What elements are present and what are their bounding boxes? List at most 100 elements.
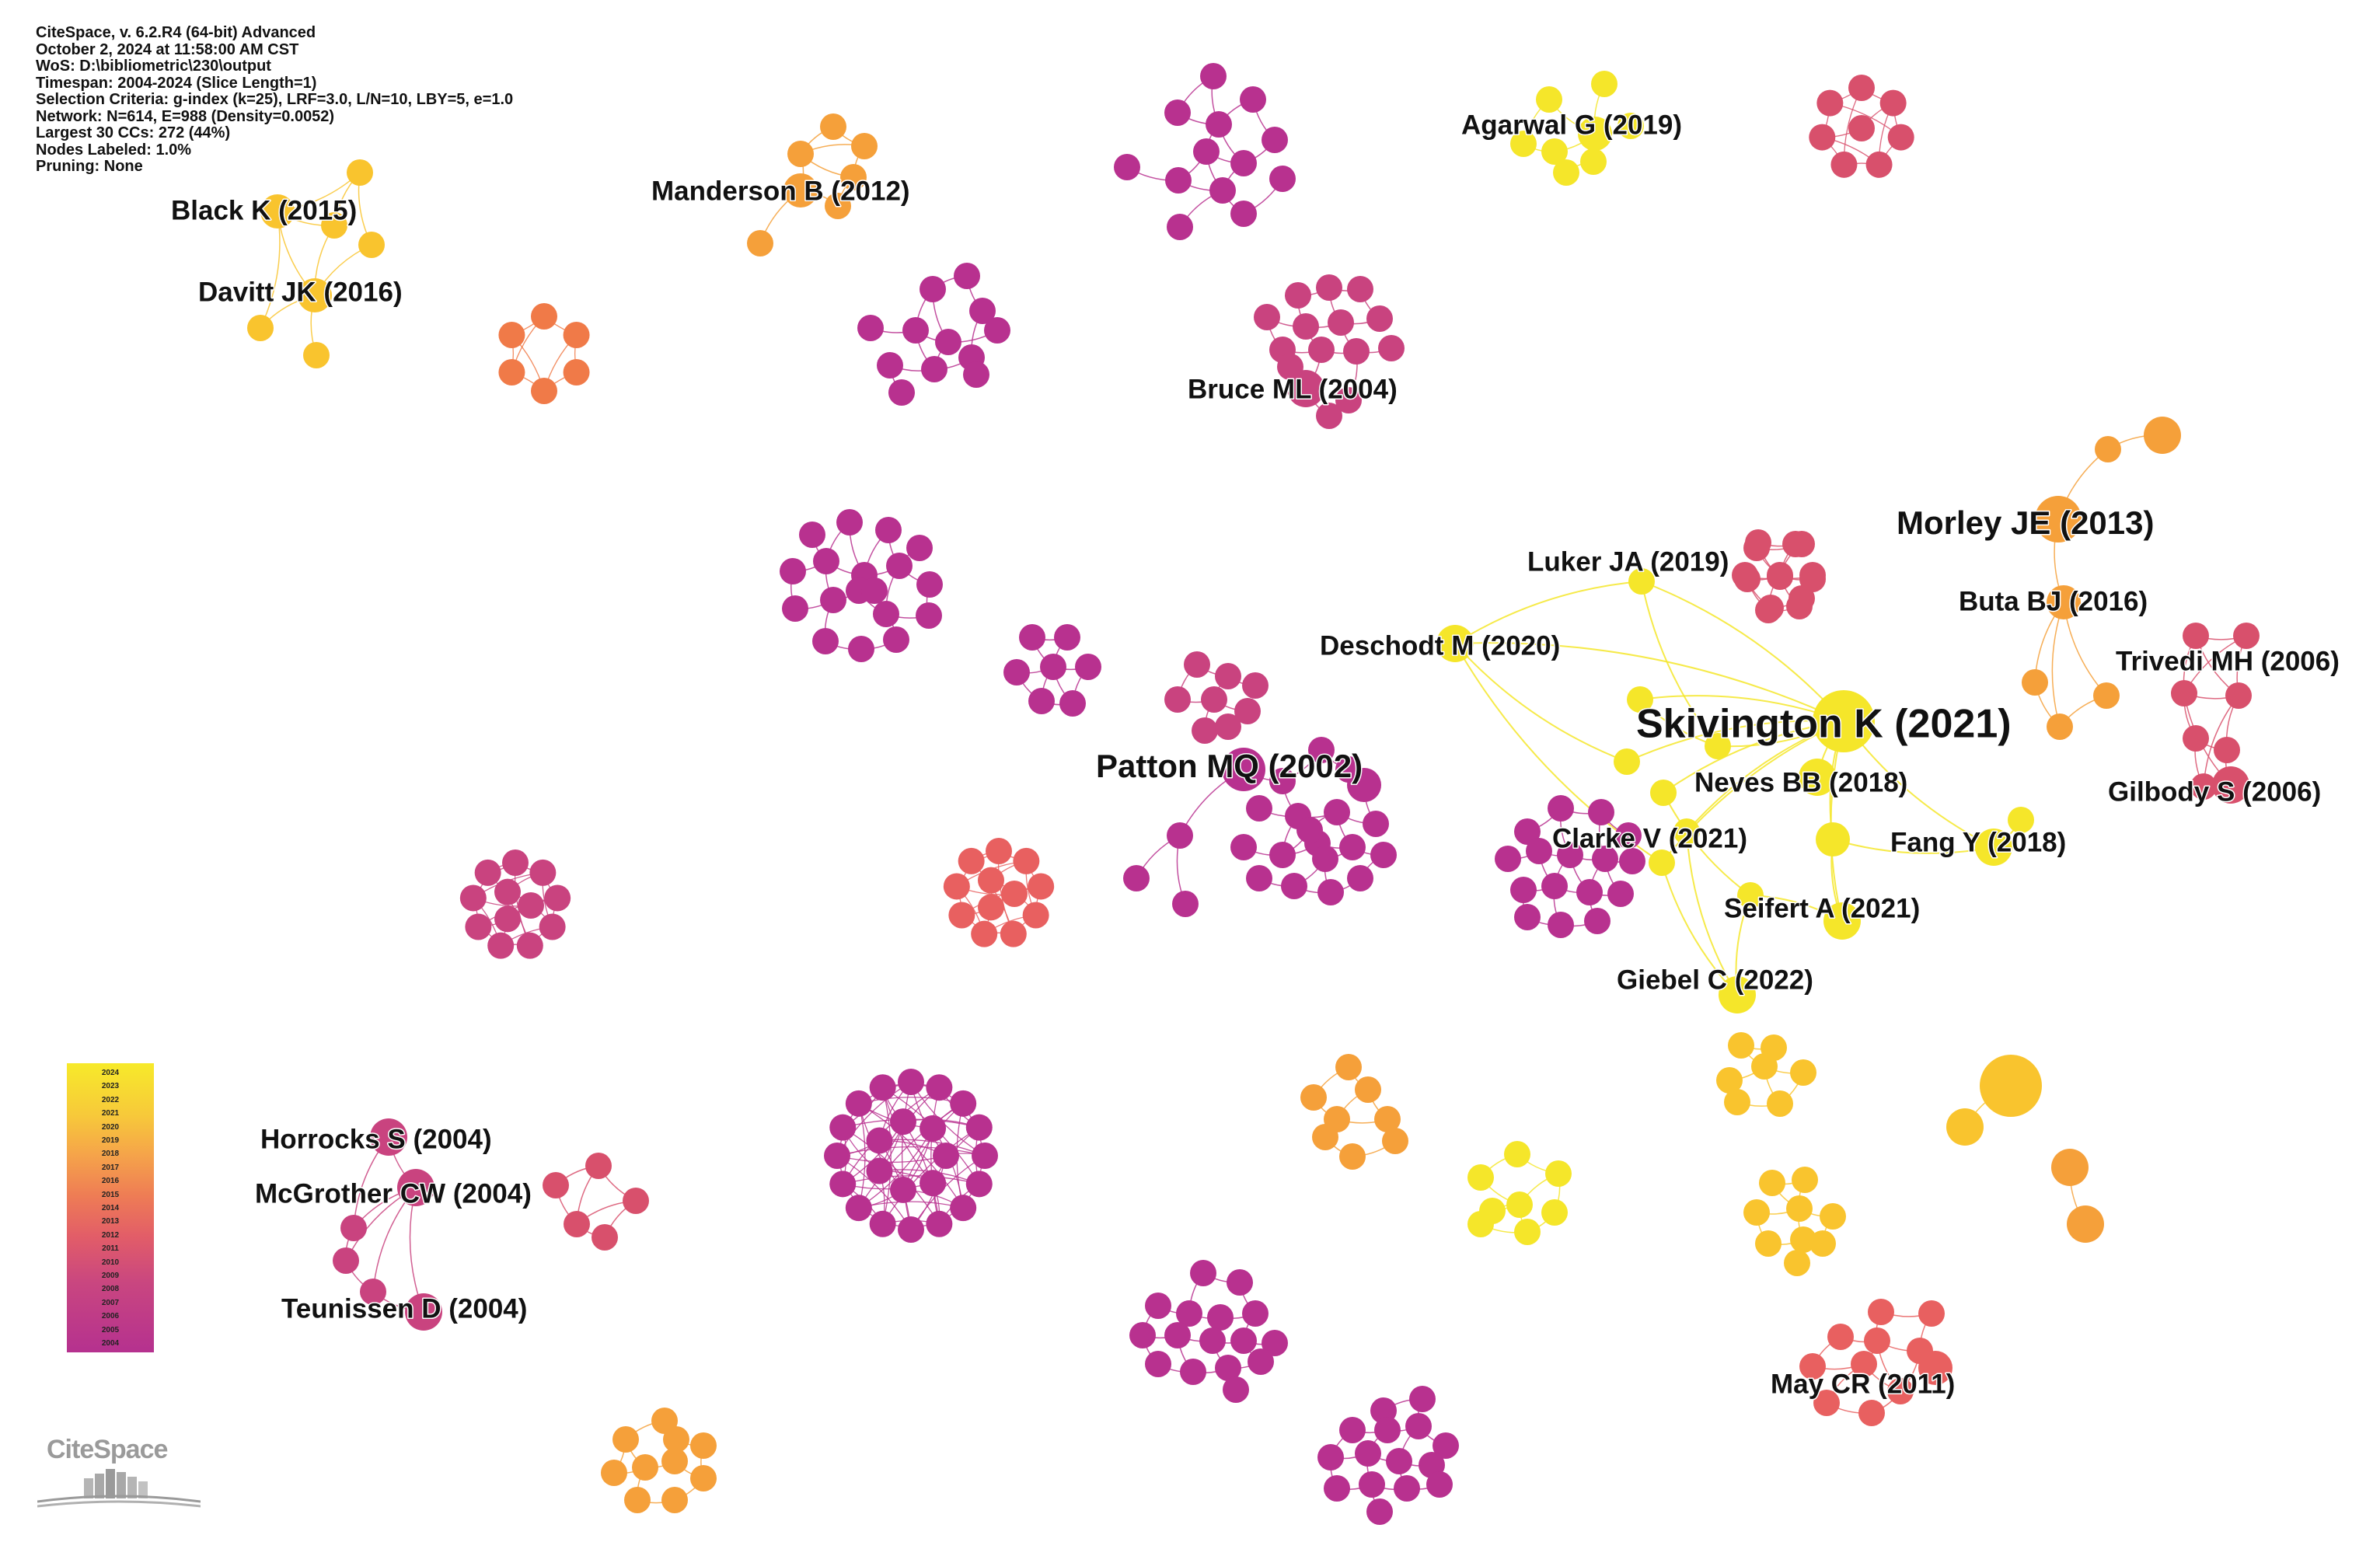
network-node[interactable] xyxy=(1366,305,1393,332)
network-node[interactable] xyxy=(1254,304,1280,330)
network-node[interactable] xyxy=(1374,1106,1401,1132)
network-node[interactable] xyxy=(1619,848,1645,874)
network-node[interactable] xyxy=(2214,737,2240,763)
network-node[interactable] xyxy=(950,1195,977,1222)
network-node[interactable] xyxy=(1370,842,1397,868)
network-node[interactable] xyxy=(1355,1440,1381,1467)
network-node[interactable] xyxy=(1242,672,1269,699)
network-node[interactable] xyxy=(829,1114,857,1141)
network-node[interactable] xyxy=(954,263,980,289)
network-node[interactable] xyxy=(518,892,544,919)
network-node[interactable] xyxy=(2093,682,2120,709)
network-node[interactable] xyxy=(824,1143,850,1169)
network-node[interactable] xyxy=(1813,690,1875,752)
network-node[interactable] xyxy=(1759,1170,1785,1196)
network-node[interactable] xyxy=(1145,1351,1171,1377)
network-node[interactable] xyxy=(1745,529,1771,556)
network-node[interactable] xyxy=(984,317,1010,344)
network-node[interactable] xyxy=(1514,818,1541,845)
network-node[interactable] xyxy=(889,1108,916,1136)
network-node[interactable] xyxy=(1918,1351,1953,1385)
network-node[interactable] xyxy=(883,626,909,653)
network-node[interactable] xyxy=(1788,585,1815,612)
network-node[interactable] xyxy=(963,361,989,388)
network-node[interactable] xyxy=(1317,879,1344,905)
network-node[interactable] xyxy=(1223,1376,1249,1403)
network-node[interactable] xyxy=(1000,920,1027,947)
network-node[interactable] xyxy=(2183,725,2209,752)
network-node[interactable] xyxy=(1705,733,1731,759)
network-node[interactable] xyxy=(1649,849,1675,876)
network-node[interactable] xyxy=(898,1216,924,1243)
network-node[interactable] xyxy=(1164,1322,1191,1348)
network-node[interactable] xyxy=(1366,1498,1393,1525)
network-node[interactable] xyxy=(1215,1355,1241,1381)
network-node[interactable] xyxy=(1022,902,1049,929)
network-node[interactable] xyxy=(926,1074,953,1101)
network-node[interactable] xyxy=(920,1115,947,1142)
network-node[interactable] xyxy=(1823,902,1861,940)
network-node[interactable] xyxy=(1737,882,1764,909)
network-node[interactable] xyxy=(321,212,347,239)
network-node[interactable] xyxy=(1799,1353,1826,1380)
network-node[interactable] xyxy=(1650,780,1677,806)
network-node[interactable] xyxy=(1317,1444,1344,1470)
network-node[interactable] xyxy=(1013,847,1040,874)
network-node[interactable] xyxy=(1167,214,1193,240)
network-node[interactable] xyxy=(623,1188,649,1214)
network-node[interactable] xyxy=(1755,1230,1782,1257)
network-node[interactable] xyxy=(965,1170,993,1198)
network-node[interactable] xyxy=(531,303,557,330)
network-node[interactable] xyxy=(564,1211,590,1237)
network-node[interactable] xyxy=(1433,1432,1459,1459)
network-node[interactable] xyxy=(1946,1108,1984,1146)
network-node[interactable] xyxy=(1293,313,1319,340)
network-node[interactable] xyxy=(1526,838,1552,864)
network-node[interactable] xyxy=(1506,1191,1533,1218)
network-node[interactable] xyxy=(1324,1475,1350,1502)
network-node[interactable] xyxy=(1277,354,1303,380)
network-node[interactable] xyxy=(303,342,330,368)
network-node[interactable] xyxy=(360,1279,386,1305)
network-node[interactable] xyxy=(585,1153,612,1179)
network-node[interactable] xyxy=(1287,370,1324,407)
network-node[interactable] xyxy=(397,1169,434,1206)
network-node[interactable] xyxy=(986,838,1012,864)
network-node[interactable] xyxy=(1584,908,1611,934)
network-node[interactable] xyxy=(1548,912,1574,938)
network-node[interactable] xyxy=(950,1090,977,1117)
network-node[interactable] xyxy=(2144,417,2181,454)
network-node[interactable] xyxy=(780,558,806,584)
network-node[interactable] xyxy=(1799,562,1826,588)
network-node[interactable] xyxy=(1262,127,1288,153)
network-node[interactable] xyxy=(787,141,814,167)
network-node[interactable] xyxy=(2047,713,2073,740)
network-node[interactable] xyxy=(1347,276,1373,302)
network-node[interactable] xyxy=(358,232,385,258)
network-node[interactable] xyxy=(1114,154,1140,180)
network-node[interactable] xyxy=(1576,879,1603,905)
network-node[interactable] xyxy=(1262,1330,1288,1356)
network-node[interactable] xyxy=(845,1195,872,1222)
network-node[interactable] xyxy=(1816,89,1844,117)
network-node[interactable] xyxy=(799,522,825,548)
network-node[interactable] xyxy=(1751,1053,1778,1080)
network-node[interactable] xyxy=(1190,1260,1216,1286)
network-node[interactable] xyxy=(873,601,899,627)
network-node[interactable] xyxy=(2067,1205,2104,1243)
network-node[interactable] xyxy=(1230,834,1257,860)
network-node[interactable] xyxy=(1813,1390,1840,1416)
network-node[interactable] xyxy=(1578,117,1612,151)
network-node[interactable] xyxy=(920,276,946,302)
network-node[interactable] xyxy=(1820,1203,1846,1230)
network-node[interactable] xyxy=(943,873,970,900)
network-node[interactable] xyxy=(1858,1400,1885,1426)
network-node[interactable] xyxy=(624,1487,651,1513)
network-node[interactable] xyxy=(820,113,846,140)
network-node[interactable] xyxy=(1716,1067,1743,1094)
network-node[interactable] xyxy=(926,1210,953,1237)
network-node[interactable] xyxy=(888,379,915,406)
network-node[interactable] xyxy=(1164,99,1191,126)
network-node[interactable] xyxy=(1510,131,1537,157)
